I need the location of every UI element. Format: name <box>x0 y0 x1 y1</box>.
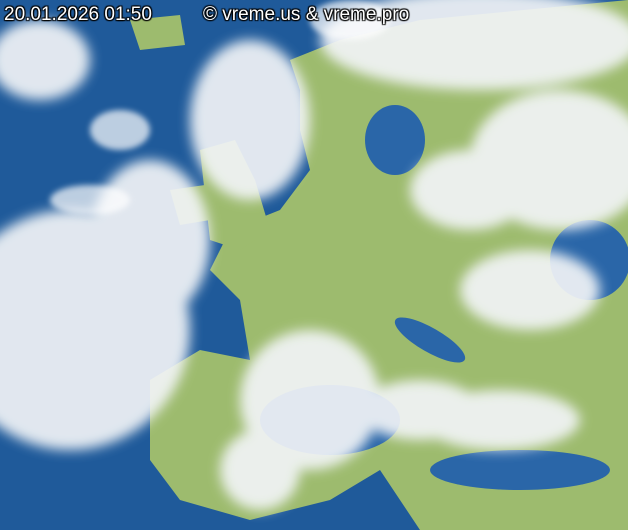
copyright: © vreme.us & vreme.pro <box>203 4 410 25</box>
timestamp: 20.01.2026 01:50 <box>4 4 152 25</box>
clouds <box>0 0 628 510</box>
